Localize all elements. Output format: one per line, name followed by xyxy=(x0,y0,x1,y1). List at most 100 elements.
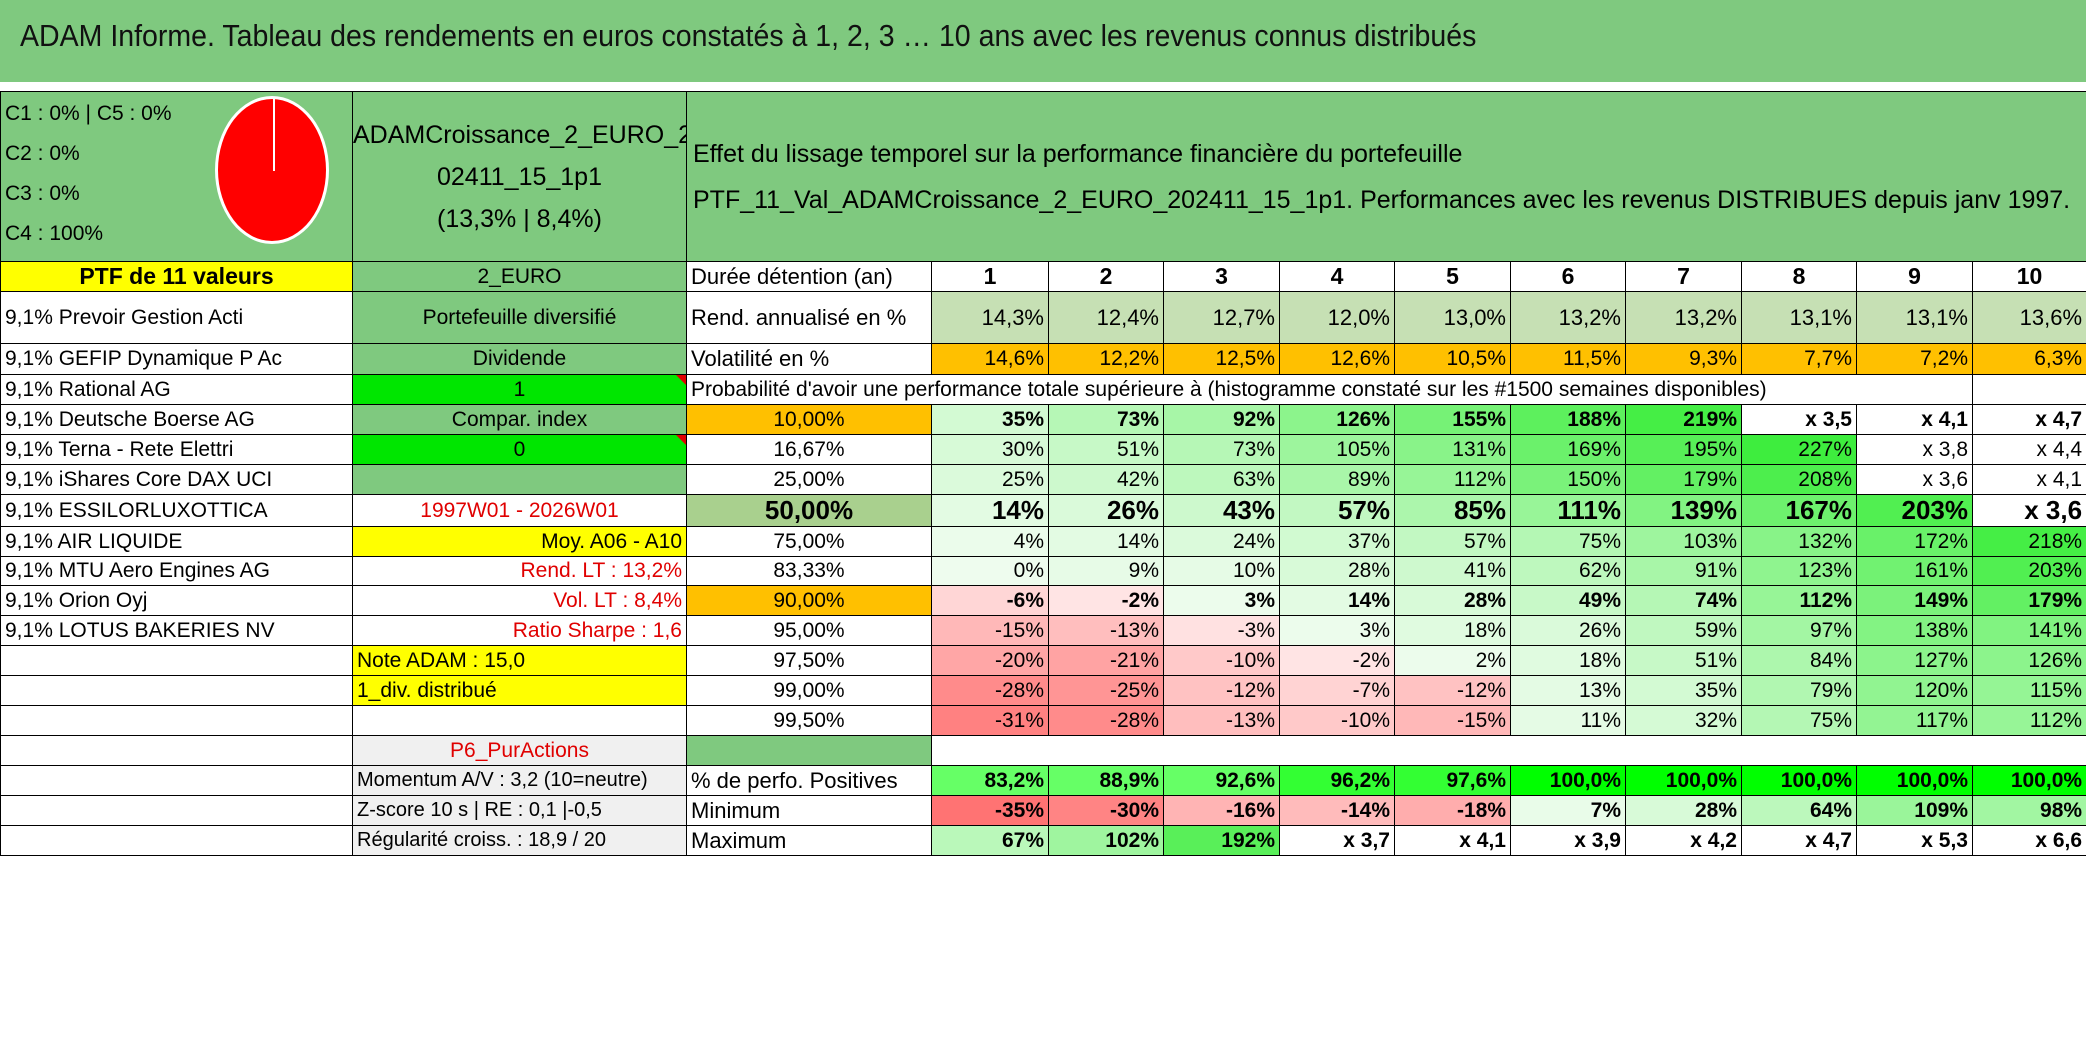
empty-green xyxy=(686,735,932,766)
proba-cell: 123% xyxy=(1741,556,1857,586)
proba-cell: 138% xyxy=(1856,615,1973,646)
proba-cell: x 3,8 xyxy=(1856,434,1973,465)
proba-cell: 30% xyxy=(931,434,1049,465)
proba-cell: 161% xyxy=(1856,556,1973,586)
vol-lt-label: Vol. LT : 8,4% xyxy=(352,585,687,616)
year-header: 10 xyxy=(1971,261,2086,292)
proba-cell: -31% xyxy=(931,705,1049,736)
portfolio-name-line: (13,3% | 8,4%) xyxy=(437,204,602,233)
minimum-cell: -16% xyxy=(1163,795,1280,826)
dividende-label: Dividende xyxy=(352,343,687,375)
rend-cell: 12,4% xyxy=(1048,291,1164,344)
proba-cell: 14% xyxy=(1279,585,1395,616)
positives-cell: 96,2% xyxy=(1279,765,1395,796)
proba-cell: 112% xyxy=(1394,464,1511,495)
proba-cell: 63% xyxy=(1163,464,1280,495)
proba-cell: -28% xyxy=(931,675,1049,706)
proba-cell: 227% xyxy=(1741,434,1857,465)
class-line: C4 : 100% xyxy=(5,222,104,245)
proba-cell: 9% xyxy=(1048,556,1164,586)
maximum-cell: x 4,2 xyxy=(1625,825,1742,856)
proba-cell: 73% xyxy=(1048,404,1164,435)
vol-cell: 7,7% xyxy=(1741,343,1857,375)
ptf-count-label: PTF de 11 valeurs xyxy=(0,261,353,292)
proba-cell: 188% xyxy=(1510,404,1626,435)
proba-cell: 97% xyxy=(1741,615,1857,646)
positives-cell: 97,6% xyxy=(1394,765,1511,796)
proba-cell: 141% xyxy=(1971,615,2086,646)
minimum-cell: 7% xyxy=(1510,795,1626,826)
proba-cell: 218% xyxy=(1971,526,2086,557)
vol-cell: 9,3% xyxy=(1625,343,1742,375)
maximum-cell: 67% xyxy=(931,825,1049,856)
maximum-cell: 192% xyxy=(1163,825,1280,856)
proba-cell: 73% xyxy=(1163,434,1280,465)
periode-label: 1997W01 - 2026W01 xyxy=(352,494,687,527)
zscore-label: Z-score 10 s | RE : 0,1 |-0,5 xyxy=(352,795,687,826)
proba-cell: x 4,1 xyxy=(1856,404,1973,435)
proba-cell: -13% xyxy=(1163,705,1280,736)
proba-cell: 169% xyxy=(1510,434,1626,465)
minimum-cell: 64% xyxy=(1741,795,1857,826)
proba-cell: -15% xyxy=(931,615,1049,646)
proba-cell: 51% xyxy=(1625,645,1742,676)
class-line: C1 : 0% | C5 : 0% xyxy=(5,102,172,125)
proba-cell: 115% xyxy=(1971,675,2086,706)
proba-cell: 18% xyxy=(1394,615,1511,646)
proba-cell: 103% xyxy=(1625,526,1742,557)
vol-cell: 14,6% xyxy=(931,343,1049,375)
proba-cell: 179% xyxy=(1971,585,2086,616)
proba-cell: -28% xyxy=(1048,705,1164,736)
proba-cell: 120% xyxy=(1856,675,1973,706)
proba-cell: 43% xyxy=(1163,494,1280,527)
proba-cell: 167% xyxy=(1741,494,1857,527)
p6-label: P6_PurActions xyxy=(352,735,687,766)
proba-cell: -3% xyxy=(1163,615,1280,646)
effet-line: Effet du lissage temporel sur la perform… xyxy=(693,139,1463,168)
proba-cell: -2% xyxy=(1048,585,1164,616)
vol-cell: 12,2% xyxy=(1048,343,1164,375)
maximum-cell: 102% xyxy=(1048,825,1164,856)
proba-cell: -10% xyxy=(1163,645,1280,676)
effet-line: PTF_11_Val_ADAMCroissance_2_EURO_202411_… xyxy=(693,185,2071,214)
proba-cell: 79% xyxy=(1741,675,1857,706)
proba-cell: 14% xyxy=(1048,526,1164,557)
title-bar: ADAM Informe. Tableau des rendements en … xyxy=(0,0,2086,84)
year-header: 1 xyxy=(931,261,1049,292)
proba-cell: 62% xyxy=(1510,556,1626,586)
proba-level: 83,33% xyxy=(686,556,932,586)
proba-cell: 179% xyxy=(1625,464,1742,495)
proba-cell: x 4,4 xyxy=(1971,434,2086,465)
proba-cell: -13% xyxy=(1048,615,1164,646)
proba-cell: x 3,6 xyxy=(1856,464,1973,495)
holding-item: 9,1% AIR LIQUIDE xyxy=(0,526,353,557)
year-header: 3 xyxy=(1163,261,1280,292)
year-header: 4 xyxy=(1279,261,1395,292)
holding-item: 9,1% ESSILORLUXOTTICA xyxy=(0,494,353,527)
proba-cell: 26% xyxy=(1510,615,1626,646)
proba-cell: 91% xyxy=(1625,556,1742,586)
proba-cell: 57% xyxy=(1279,494,1395,527)
compar-label: Compar. index xyxy=(352,404,687,435)
proba-cell: x 3,5 xyxy=(1741,404,1857,435)
proba-cell: 26% xyxy=(1048,494,1164,527)
proba-level: 75,00% xyxy=(686,526,932,557)
proba-level: 95,00% xyxy=(686,615,932,646)
proba-cell: 126% xyxy=(1279,404,1395,435)
proba-cell: x 4,1 xyxy=(1971,464,2086,495)
proba-cell: 111% xyxy=(1510,494,1626,527)
vol-cell: 12,6% xyxy=(1279,343,1395,375)
year-header: 5 xyxy=(1394,261,1511,292)
proba-cell: 28% xyxy=(1394,585,1511,616)
year-header: 8 xyxy=(1741,261,1857,292)
proba-cell: -15% xyxy=(1394,705,1511,736)
proba-cell: 75% xyxy=(1741,705,1857,736)
proba-level: 99,50% xyxy=(686,705,932,736)
vol-cell: 10,5% xyxy=(1394,343,1511,375)
proba-cell: 24% xyxy=(1163,526,1280,557)
proba-level: 97,50% xyxy=(686,645,932,676)
proba-cell: 37% xyxy=(1279,526,1395,557)
minimum-cell: -18% xyxy=(1394,795,1511,826)
class-line: C3 : 0% xyxy=(5,182,80,205)
proba-cell: 112% xyxy=(1741,585,1857,616)
